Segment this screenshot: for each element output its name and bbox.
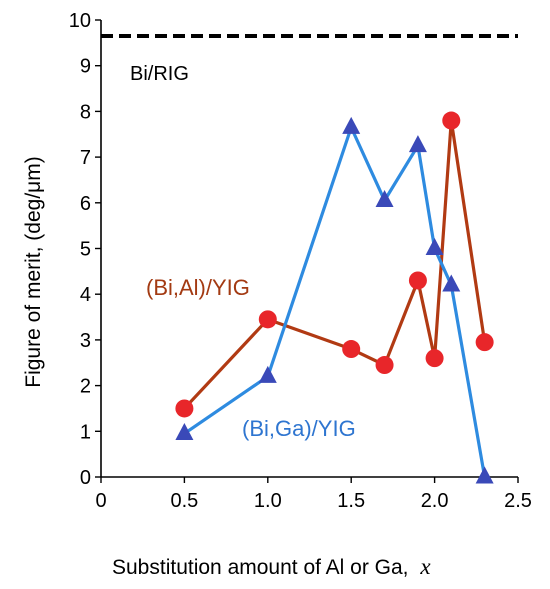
data-markers (175, 111, 494, 484)
x-tick-label: 2.5 (504, 490, 532, 512)
x-tick-label: 1.5 (337, 490, 365, 512)
y-axis-title: Figure of merit, (deg/μm) (22, 156, 45, 388)
x-axis-title-variable: x (419, 554, 431, 579)
data-point-bi-ga-yig (425, 237, 444, 255)
data-point-bi-ga-yig (442, 274, 461, 292)
x-tick-label: 0 (95, 490, 106, 512)
data-point-bi-ga-yig (375, 189, 394, 207)
data-point-bi-al-yig (258, 310, 277, 329)
y-tick-label: 2 (80, 376, 91, 398)
y-tick-label: 0 (80, 467, 91, 489)
x-axis-title-text: Substitution amount of Al or Ga, (112, 556, 409, 579)
axes (95, 19, 519, 483)
data-point-bi-al-yig (425, 349, 444, 368)
data-point-bi-ga-yig (408, 135, 427, 153)
annotation-bi-al-yig: (Bi,Al)/YIG (146, 275, 250, 300)
data-point-bi-al-yig (175, 399, 194, 418)
data-point-bi-al-yig (475, 333, 494, 352)
data-point-bi-ga-yig (475, 466, 494, 484)
y-tick-label: 3 (80, 330, 91, 352)
y-tick-label: 5 (80, 239, 91, 261)
data-point-bi-ga-yig (342, 116, 361, 134)
data-point-bi-al-yig (342, 340, 361, 359)
x-tick-label: 2.0 (421, 490, 449, 512)
series-lines (183, 118, 487, 478)
y-tick-label: 9 (80, 56, 91, 78)
tick-labels: 0 1 2 3 4 5 6 7 8 9 10 0 0.5 1.0 1.5 2.0 2.5 (69, 10, 532, 512)
x-axis-title: Substitution amount of Al or Ga, x (112, 554, 431, 579)
annotation-bi-rig: Bi/RIG (130, 63, 189, 85)
y-tick-label: 8 (80, 101, 91, 123)
data-point-bi-al-yig (375, 356, 394, 375)
x-tick-label: 1.0 (254, 490, 282, 512)
y-tick-label: 6 (80, 193, 91, 215)
y-tick-label: 10 (69, 10, 91, 32)
series-line-bi-ga-yig (183, 125, 487, 478)
annotation-bi-ga-yig: (Bi,Ga)/YIG (242, 416, 356, 441)
y-tick-label: 4 (80, 284, 91, 306)
y-tick-label: 7 (80, 147, 91, 169)
series-line-bi-al-yig (183, 118, 487, 410)
data-point-bi-ga-yig (175, 423, 194, 441)
y-tick-label: 1 (80, 421, 91, 443)
data-point-bi-al-yig (442, 111, 461, 130)
x-tick-label: 0.5 (170, 490, 198, 512)
data-point-bi-al-yig (408, 271, 427, 290)
data-point-bi-ga-yig (258, 365, 277, 383)
